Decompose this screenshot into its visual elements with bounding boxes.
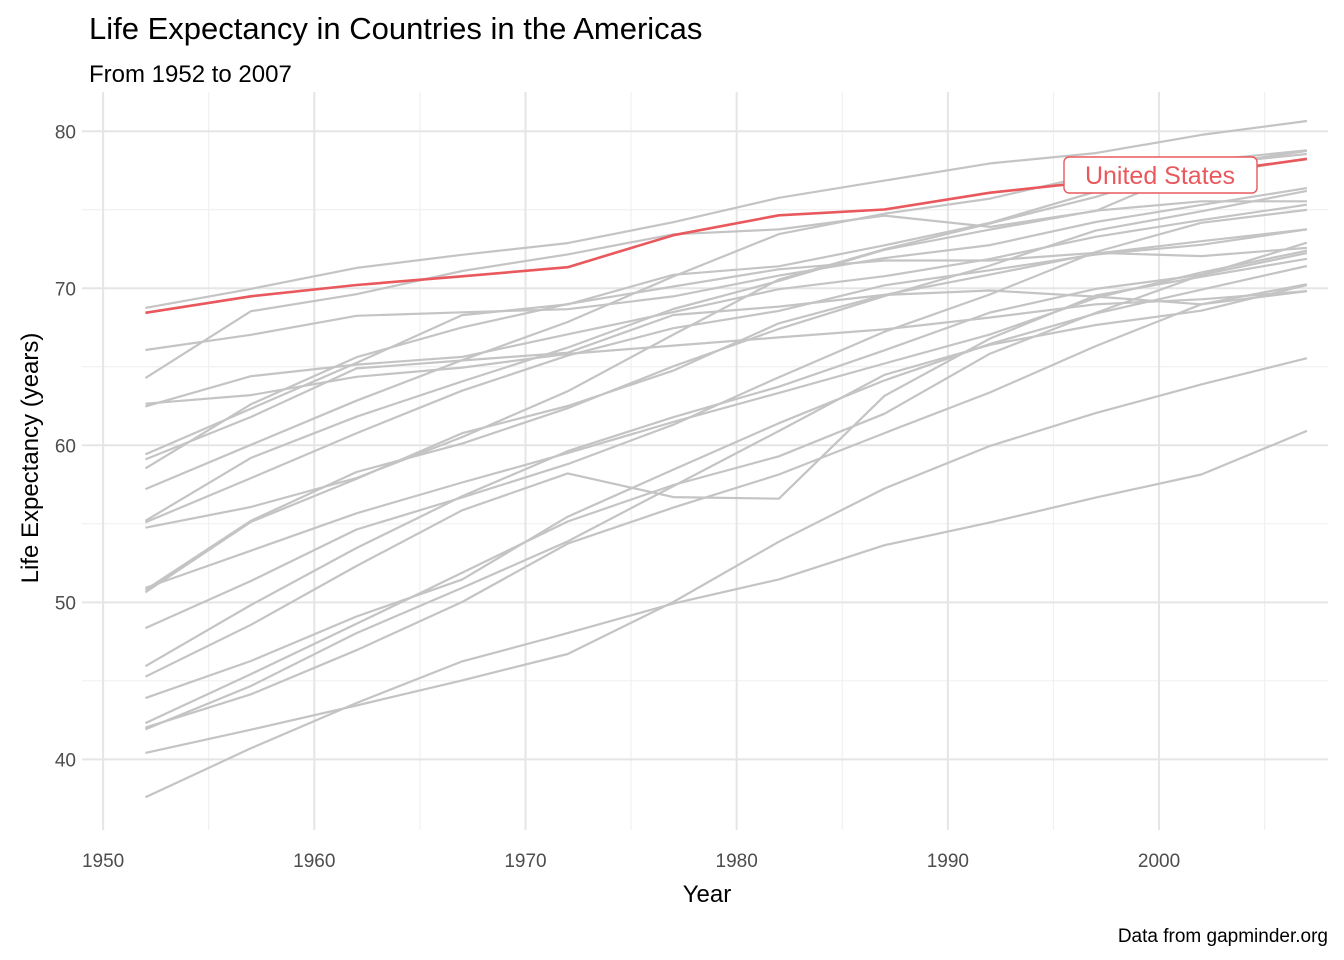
- series-line-18: [144, 200, 1307, 522]
- series-layer: [144, 119, 1308, 799]
- chart-title: Life Expectancy in Countries in the Amer…: [89, 11, 702, 46]
- y-tick-label: 40: [55, 750, 76, 771]
- highlight-label: United States: [1085, 162, 1235, 190]
- y-tick-label: 80: [55, 122, 76, 143]
- grid-layer: [82, 92, 1328, 830]
- highlight-label-group: United States: [1063, 156, 1258, 194]
- tick-layer: 1950 1960 1970 1980 1990 2000 40 50 60 70 80: [55, 122, 1180, 872]
- y-axis-title: Life Expectancy (years): [17, 333, 44, 584]
- series-line-24: [144, 228, 1308, 524]
- series-line-17: [144, 241, 1308, 725]
- y-tick-label: 60: [55, 436, 76, 457]
- series-line-10: [144, 208, 1308, 630]
- series-line-15: [144, 246, 1307, 470]
- series-line-21: [144, 149, 1308, 380]
- chart-subtitle: From 1952 to 2007: [89, 61, 292, 88]
- series-line-1: [145, 119, 1308, 309]
- y-tick-label: 70: [55, 279, 76, 300]
- series-line-11: [144, 257, 1308, 678]
- highlight-label-box: [1063, 156, 1258, 194]
- caption: Data from gapminder.org: [1118, 926, 1328, 947]
- series-line-13: [144, 429, 1308, 799]
- x-tick-label: 1970: [504, 851, 546, 872]
- x-tick-label: 1960: [293, 851, 335, 872]
- series-line-4: [145, 249, 1308, 589]
- series-line-20: [145, 264, 1308, 700]
- series-line-19: [145, 290, 1307, 405]
- series-line-3: [145, 357, 1308, 754]
- series-line-23: [145, 187, 1308, 352]
- series-line-12: [145, 283, 1308, 729]
- x-tick-label: 1980: [716, 851, 758, 872]
- series-line-16: [144, 189, 1308, 591]
- series-line-14: [144, 284, 1308, 731]
- x-axis-title: Year: [683, 881, 732, 908]
- series-line-2: [145, 203, 1308, 408]
- x-tick-label: 2000: [1138, 851, 1180, 872]
- x-tick-label: 1990: [927, 851, 969, 872]
- y-tick-label: 50: [55, 593, 76, 614]
- series-line-22: [144, 289, 1308, 461]
- x-tick-label: 1950: [82, 851, 124, 872]
